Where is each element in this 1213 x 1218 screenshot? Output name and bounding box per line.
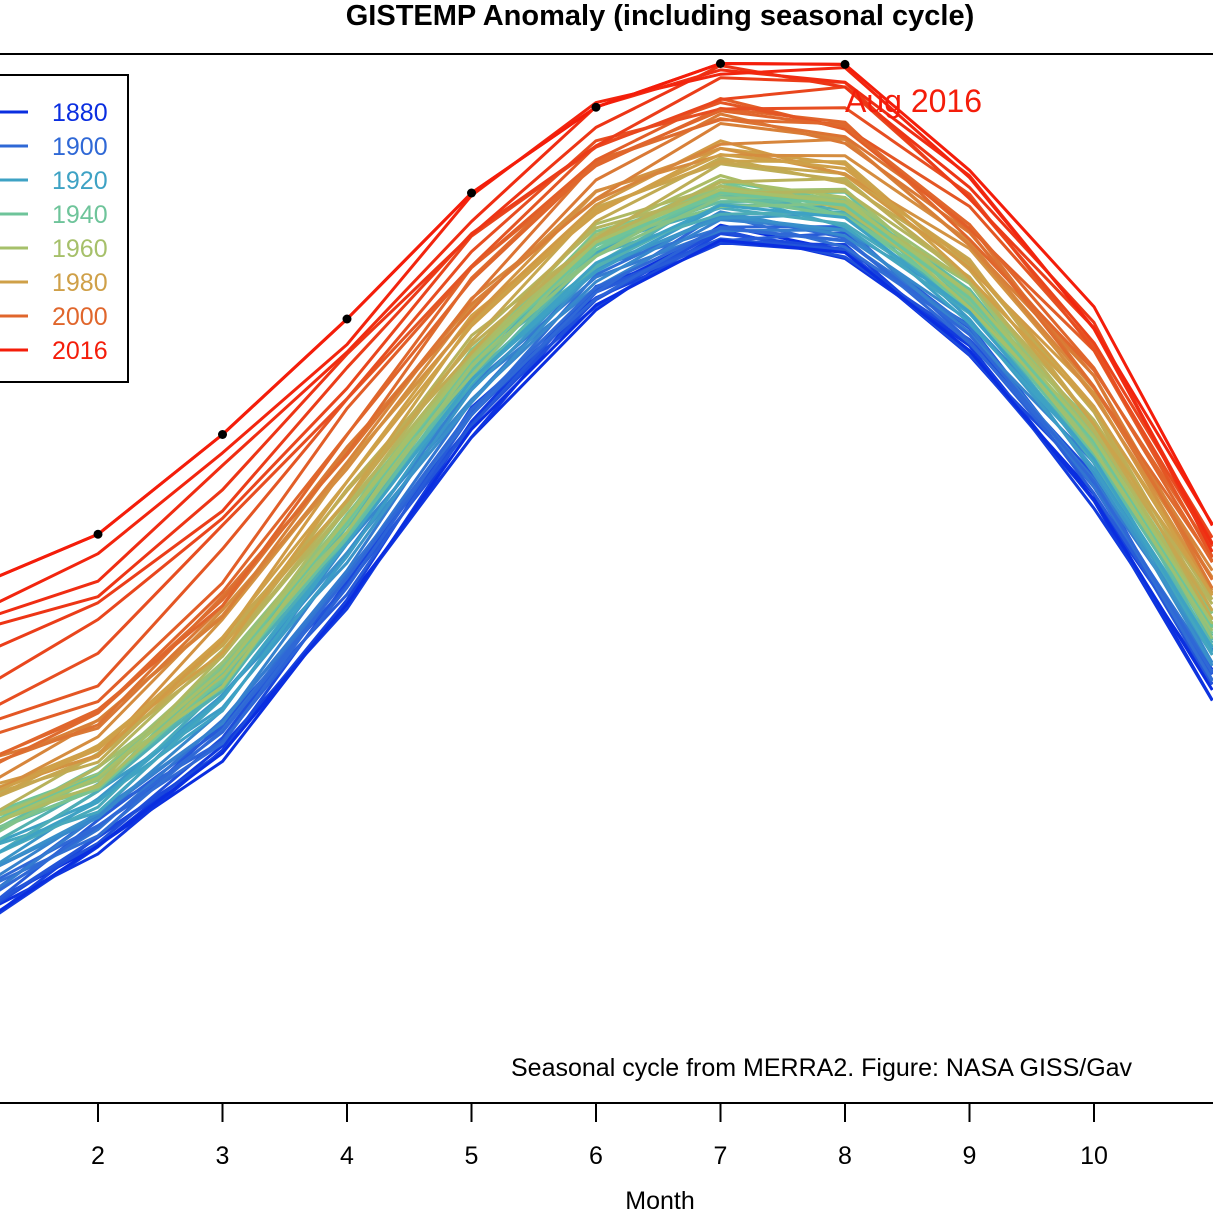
chart-title: GISTEMP Anomaly (including seasonal cycl…	[346, 0, 975, 32]
legend-box	[0, 74, 129, 383]
legend-label: 1980	[52, 269, 108, 297]
highlight-point	[218, 430, 227, 439]
highlight-point	[342, 314, 352, 324]
legend-label: 1880	[52, 99, 108, 127]
highlight-point	[840, 59, 850, 69]
x-tick-label: 10	[1080, 1142, 1108, 1170]
series-line-1920	[0, 203, 1213, 854]
x-axis-ticks: 2 3 4 5 6 7 8 9 10	[91, 1103, 1108, 1170]
annotation-aug-2016: Aug 2016	[845, 83, 982, 119]
series-line-bundle	[0, 76, 1213, 648]
x-tick-label: 8	[838, 1142, 852, 1170]
x-tick-label: 4	[340, 1142, 354, 1170]
series-line-bundle	[0, 66, 1213, 604]
series-line-bundle	[0, 211, 1213, 880]
series-line-bundle	[0, 192, 1213, 830]
legend-label: 2016	[52, 337, 108, 365]
series-line-2000	[0, 109, 1213, 756]
highlight-point	[467, 188, 476, 198]
x-tick-label: 2	[91, 1142, 105, 1170]
legend-label: 1960	[52, 235, 108, 263]
x-tick-label: 6	[589, 1142, 603, 1170]
legend-label: 1900	[52, 133, 108, 161]
highlight-line	[0, 62, 846, 578]
series-line-1980	[0, 153, 1213, 792]
series-line-bundle	[0, 146, 1213, 789]
legend-label: 1920	[52, 167, 108, 195]
x-tick-label: 3	[216, 1142, 230, 1170]
highlight-point	[716, 59, 725, 68]
series-line-bundle	[0, 112, 1213, 758]
legend-label: 1940	[52, 201, 108, 229]
series-line-1880	[0, 238, 1213, 913]
series-line-bundle	[0, 97, 1213, 735]
series-line-bundle	[0, 106, 1213, 757]
series-line-bundle	[0, 64, 1213, 626]
x-tick-label: 9	[963, 1142, 977, 1170]
highlight-point	[591, 102, 601, 112]
series-bundle	[0, 64, 1213, 915]
legend: 1880 1900 1920 1940 1960 1980 2000 2016	[0, 74, 129, 383]
x-axis-label: Month	[625, 1187, 694, 1213]
highlight-series-2016	[0, 59, 850, 578]
series-line-bundle	[0, 210, 1213, 868]
legend-items: 1880 1900 1920 1940 1960 1980 2000 2016	[0, 99, 108, 365]
series-line-bundle	[0, 122, 1213, 763]
x-tick-label: 5	[465, 1142, 479, 1170]
source-caption: Seasonal cycle from MERRA2. Figure: NASA…	[511, 1054, 1133, 1082]
legend-label: 2000	[52, 303, 108, 331]
highlight-point	[93, 529, 103, 539]
x-tick-label: 7	[714, 1142, 728, 1170]
series-line-1960	[0, 188, 1213, 822]
series-line-1900	[0, 226, 1213, 892]
